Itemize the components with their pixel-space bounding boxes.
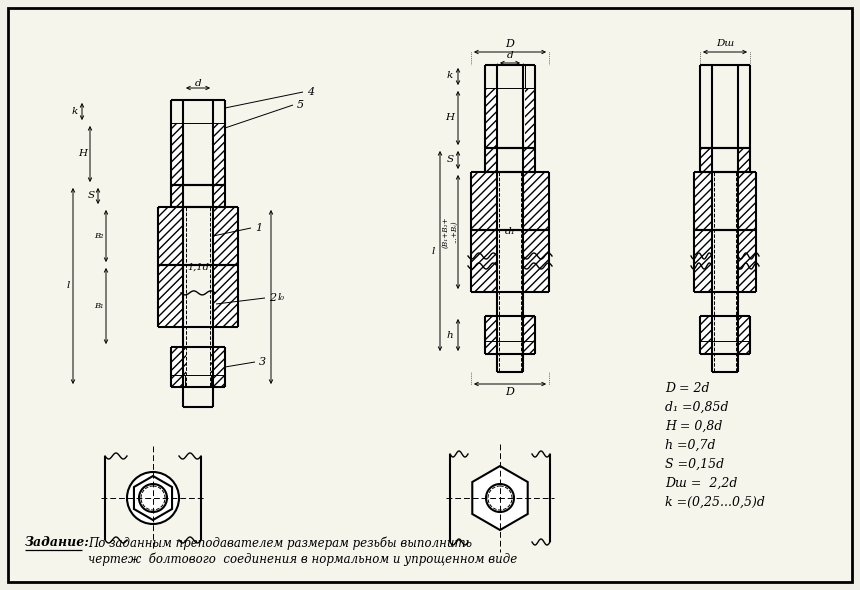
Bar (738, 230, 756, 292)
Bar (700, 148, 712, 172)
Bar (213, 207, 238, 265)
Bar (171, 185, 183, 207)
Bar (523, 230, 549, 292)
Polygon shape (134, 476, 172, 520)
Text: (B₁+B₂+
...+Bᵢ): (B₁+B₂+ ...+Bᵢ) (441, 216, 458, 248)
Circle shape (127, 472, 179, 524)
Text: 3: 3 (259, 357, 266, 367)
Text: По заданным преподавателем размерам резьбы выполнить: По заданным преподавателем размерам резь… (88, 536, 472, 550)
Bar (471, 172, 497, 230)
Bar (694, 172, 712, 230)
Text: B₁: B₁ (95, 302, 104, 310)
Bar (525, 88, 535, 148)
Text: 5: 5 (297, 100, 304, 110)
Bar (485, 316, 497, 354)
Bar (738, 148, 750, 172)
Circle shape (486, 484, 514, 512)
Bar (213, 347, 225, 387)
Bar (210, 347, 225, 375)
Bar (171, 347, 186, 375)
Bar (213, 185, 225, 207)
Text: H = 0,8d: H = 0,8d (665, 419, 722, 432)
Bar (694, 230, 712, 292)
Text: k =(0,25...0,5)d: k =(0,25...0,5)d (665, 496, 765, 509)
Text: D = 2d: D = 2d (665, 382, 709, 395)
Text: Задание:: Задание: (25, 536, 90, 549)
Text: D: D (506, 387, 514, 397)
Bar (738, 172, 756, 230)
Bar (523, 172, 549, 230)
Polygon shape (472, 466, 528, 530)
Text: h: h (446, 330, 453, 339)
Text: h =0,7d: h =0,7d (665, 438, 716, 451)
Text: d: d (507, 51, 513, 61)
Text: H: H (78, 149, 88, 159)
Bar (213, 265, 238, 327)
Text: H: H (445, 113, 454, 123)
Text: d: d (194, 78, 201, 87)
Text: l₀: l₀ (278, 293, 285, 301)
Bar (485, 148, 497, 172)
Text: l: l (66, 281, 70, 290)
Bar (171, 123, 183, 185)
Text: Dш =  2,2d: Dш = 2,2d (665, 477, 737, 490)
Bar (485, 88, 495, 148)
Text: S =0,15d: S =0,15d (665, 457, 724, 470)
Text: k: k (72, 107, 78, 116)
Text: чертеж  болтового  соединения в нормальном и упрощенном виде: чертеж болтового соединения в нормальном… (88, 552, 517, 566)
Text: l: l (432, 247, 434, 255)
Bar (213, 123, 225, 185)
Text: B₂: B₂ (95, 232, 104, 240)
Text: d₁: d₁ (505, 228, 515, 237)
Bar (738, 316, 750, 354)
Text: k: k (447, 71, 453, 80)
Bar (158, 265, 183, 327)
Text: 4: 4 (307, 87, 314, 97)
Text: 1: 1 (255, 223, 262, 233)
Text: S: S (446, 156, 453, 165)
Bar (700, 316, 712, 354)
Text: d₁ =0,85d: d₁ =0,85d (665, 401, 728, 414)
Text: 2: 2 (269, 293, 276, 303)
Circle shape (139, 484, 167, 512)
Text: Dш: Dш (716, 40, 734, 48)
Bar (523, 316, 535, 354)
Bar (471, 230, 497, 292)
Text: S: S (88, 192, 95, 201)
Bar (171, 347, 183, 387)
Text: D: D (506, 39, 514, 49)
Bar (523, 148, 535, 172)
Text: 1,1d: 1,1d (187, 263, 209, 271)
Bar (158, 207, 183, 265)
